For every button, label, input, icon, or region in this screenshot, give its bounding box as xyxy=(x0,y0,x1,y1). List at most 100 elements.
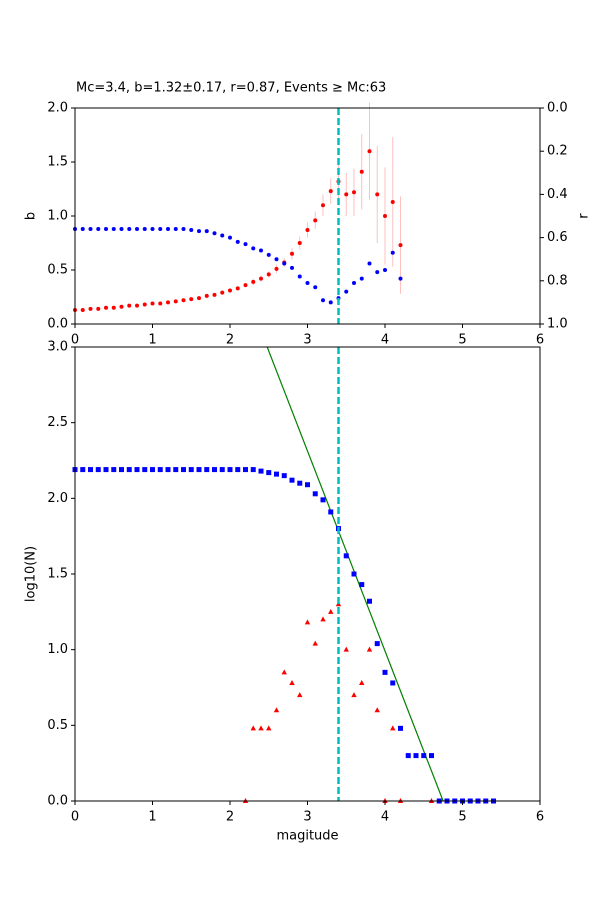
x-tick-label: 6 xyxy=(536,333,544,348)
circle-marker xyxy=(197,296,201,301)
triangle-marker xyxy=(304,619,311,625)
y-tick-label: 1.0 xyxy=(47,642,68,657)
x-tick-label: 1 xyxy=(148,810,156,825)
square-marker xyxy=(351,571,357,577)
circle-marker xyxy=(220,233,225,238)
square-marker xyxy=(95,467,101,473)
triangle-marker xyxy=(281,669,287,675)
chart-title: Mc=3.4, b=1.32±0.17, r=0.87, Events ≥ Mc… xyxy=(76,81,386,96)
circle-marker xyxy=(297,274,302,279)
square-marker xyxy=(126,467,132,473)
circle-marker xyxy=(212,292,217,297)
square-marker xyxy=(398,725,403,731)
circle-marker xyxy=(127,226,132,231)
y-tick-label: 2.5 xyxy=(47,415,68,430)
circle-marker xyxy=(398,276,403,281)
circle-marker xyxy=(189,297,194,302)
y-tick-label: 2.0 xyxy=(47,491,68,506)
square-marker xyxy=(374,641,380,647)
y-tick-label: 2.0 xyxy=(47,101,68,116)
x-tick-label: 1 xyxy=(148,333,156,348)
square-marker xyxy=(212,467,217,473)
circle-marker xyxy=(119,226,124,231)
y-tick-label: 0.0 xyxy=(47,317,68,332)
circle-marker xyxy=(150,226,155,231)
x-tick-label: 6 xyxy=(536,810,544,825)
y2-axis-label: r xyxy=(577,213,592,219)
circle-marker xyxy=(181,226,186,231)
square-marker xyxy=(297,480,303,486)
square-marker xyxy=(250,467,256,473)
circle-marker xyxy=(259,248,263,253)
square-marker xyxy=(150,467,155,473)
y2-tick-label: 0.8 xyxy=(547,273,568,288)
square-marker xyxy=(165,467,171,473)
x-tick-label: 2 xyxy=(226,333,234,348)
y2-tick-label: 0.6 xyxy=(547,230,568,245)
circle-marker xyxy=(297,241,302,245)
y-tick-label: 3.0 xyxy=(47,340,68,355)
circle-marker xyxy=(359,169,364,174)
circle-marker xyxy=(328,189,333,194)
circle-marker xyxy=(290,265,294,270)
circle-marker xyxy=(321,203,325,208)
circle-marker xyxy=(367,261,372,266)
square-marker xyxy=(196,467,202,473)
square-marker xyxy=(134,467,140,473)
square-marker xyxy=(359,582,365,588)
square-marker xyxy=(235,467,241,473)
square-marker xyxy=(88,467,93,473)
x-tick-label: 4 xyxy=(381,333,389,348)
circle-marker xyxy=(80,226,85,231)
circle-marker xyxy=(383,214,387,218)
y2-tick-label: 0.0 xyxy=(547,101,568,116)
square-marker xyxy=(343,553,349,559)
circle-marker xyxy=(158,301,163,306)
square-marker xyxy=(413,753,419,759)
square-marker xyxy=(173,467,179,473)
circle-marker xyxy=(383,268,387,272)
y-tick-label: 0.5 xyxy=(47,263,68,278)
square-marker xyxy=(219,467,225,473)
square-marker xyxy=(429,753,434,759)
square-marker xyxy=(305,482,310,488)
circle-marker xyxy=(266,272,271,277)
triangle-marker xyxy=(258,725,264,731)
circle-marker xyxy=(204,229,209,234)
y-axis-label: b xyxy=(24,212,39,220)
circle-marker xyxy=(166,226,170,231)
circle-marker xyxy=(259,276,263,281)
x-tick-label: 3 xyxy=(303,810,311,825)
square-marker xyxy=(157,467,163,473)
square-marker xyxy=(181,467,186,473)
square-marker xyxy=(188,467,194,473)
y-tick-label: 0.0 xyxy=(47,794,68,809)
y-tick-label: 1.5 xyxy=(47,155,68,170)
circle-marker xyxy=(80,307,85,312)
circle-marker xyxy=(96,306,101,311)
circle-marker xyxy=(142,226,147,231)
y-axis-label: log10(N) xyxy=(24,546,39,602)
square-marker xyxy=(227,467,233,473)
circle-marker xyxy=(228,288,232,293)
circle-marker xyxy=(251,279,256,284)
square-marker xyxy=(274,471,279,477)
circle-marker xyxy=(119,304,124,309)
triangle-marker xyxy=(320,616,326,622)
circle-marker xyxy=(243,242,248,247)
circle-marker xyxy=(104,226,108,231)
circle-marker xyxy=(282,261,287,266)
circle-marker xyxy=(290,251,294,256)
circle-marker xyxy=(344,192,349,197)
circle-marker xyxy=(305,228,310,233)
circle-marker xyxy=(88,226,93,231)
square-marker xyxy=(281,473,287,479)
circle-marker xyxy=(313,218,318,223)
x-tick-label: 0 xyxy=(71,810,79,825)
triangle-marker xyxy=(328,608,334,614)
triangle-marker xyxy=(390,725,396,731)
circle-marker xyxy=(104,305,108,310)
x-tick-label: 5 xyxy=(458,333,466,348)
x-tick-label: 5 xyxy=(458,810,466,825)
